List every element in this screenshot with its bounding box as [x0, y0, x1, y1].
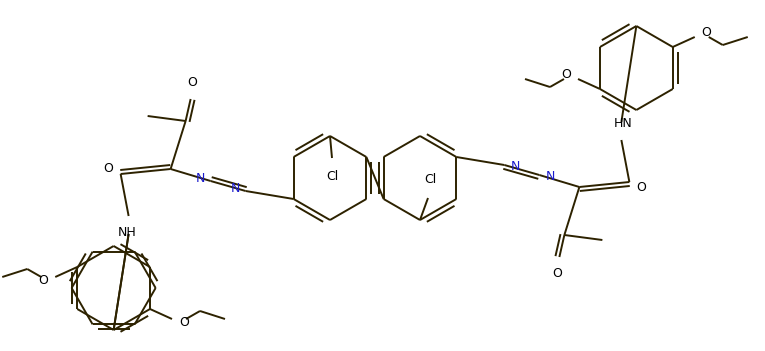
Text: O: O [561, 68, 571, 81]
Text: N: N [230, 183, 239, 196]
Text: NH: NH [117, 226, 136, 239]
Text: HN: HN [614, 117, 633, 130]
Text: N: N [510, 160, 519, 173]
Text: N: N [195, 172, 204, 185]
Text: O: O [552, 267, 562, 280]
Text: O: O [38, 274, 48, 287]
Text: O: O [187, 76, 197, 89]
Text: Cl: Cl [326, 170, 338, 183]
Text: N: N [545, 171, 555, 184]
Text: Cl: Cl [424, 173, 436, 186]
Text: O: O [702, 26, 711, 40]
Text: O: O [636, 181, 646, 194]
Text: O: O [179, 317, 189, 330]
Text: O: O [104, 161, 113, 174]
